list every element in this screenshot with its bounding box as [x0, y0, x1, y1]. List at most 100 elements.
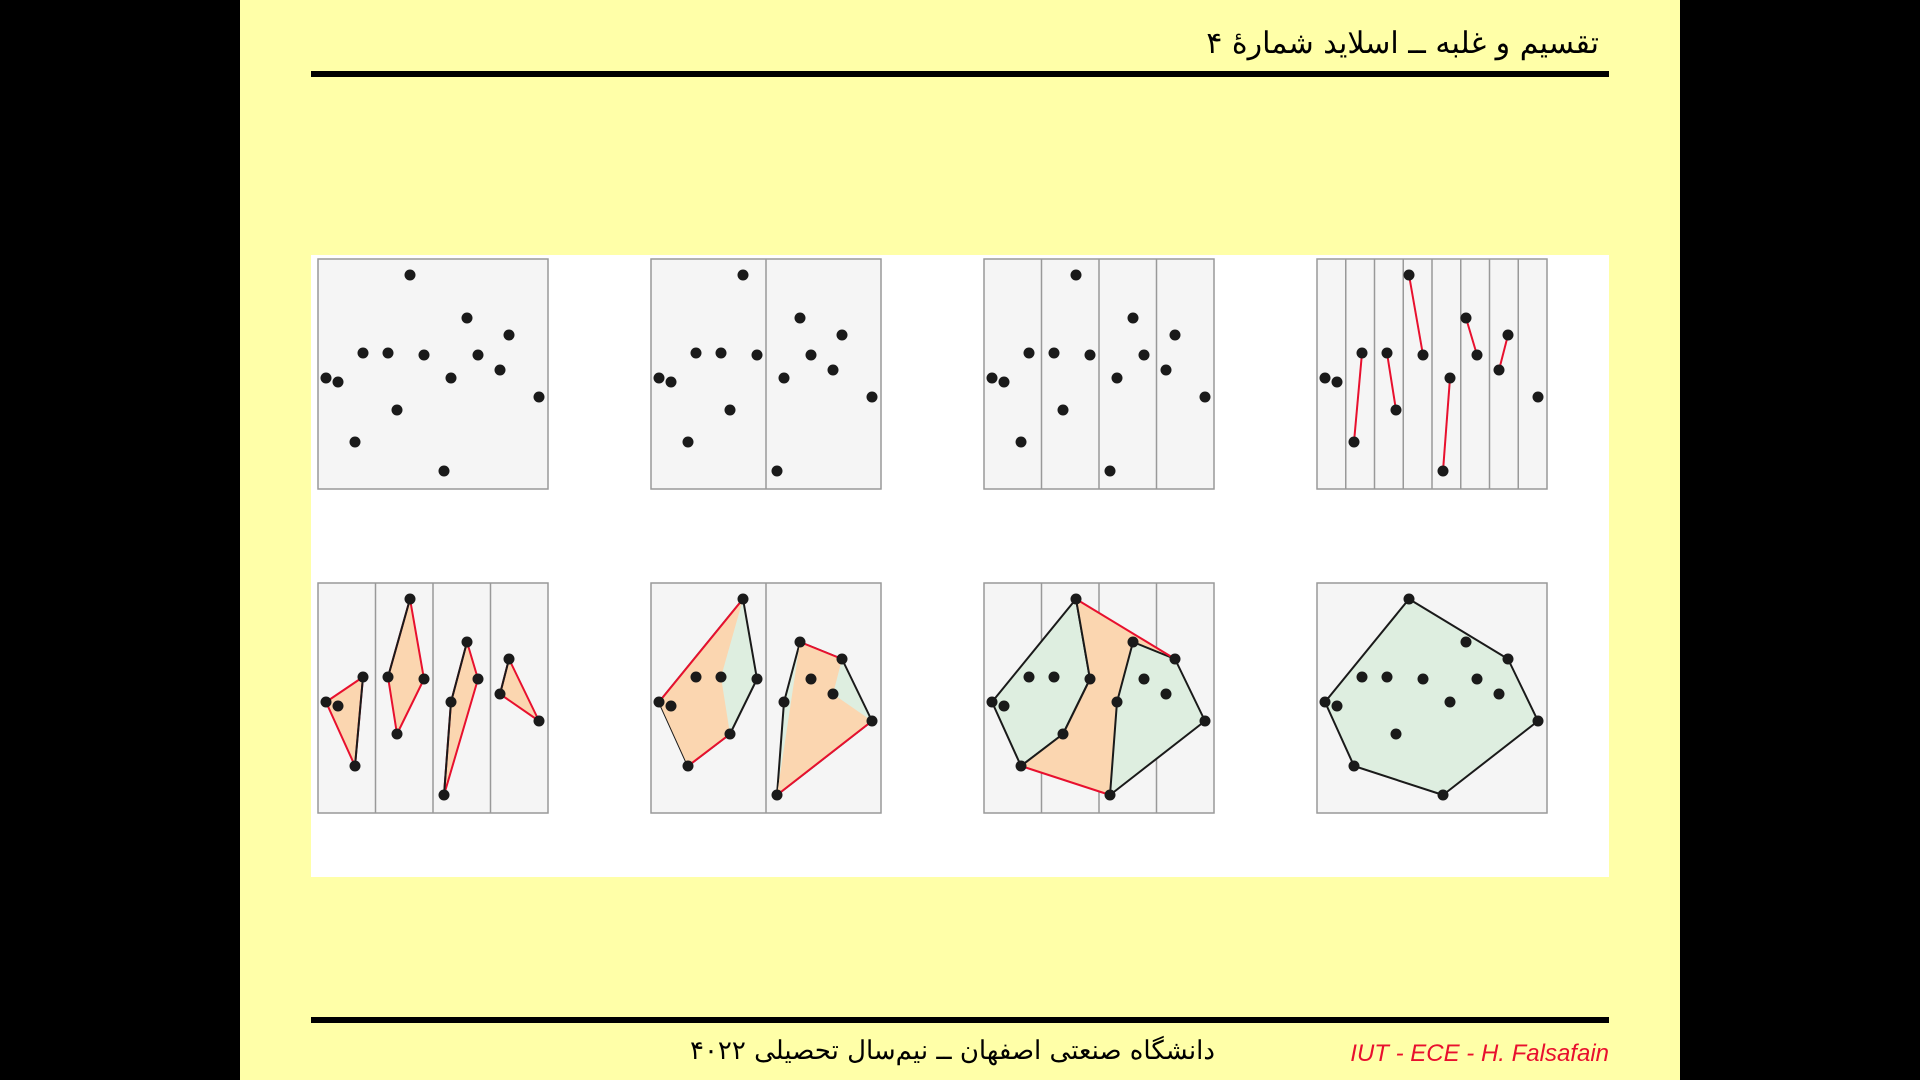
point	[332, 700, 344, 712]
point	[438, 465, 450, 477]
point	[665, 376, 677, 388]
point	[690, 671, 702, 683]
point	[682, 436, 694, 448]
hull-right	[1109, 641, 1206, 796]
figure-canvas	[317, 258, 1548, 814]
point	[690, 347, 702, 359]
point	[1160, 364, 1172, 376]
point	[1444, 696, 1456, 708]
point	[533, 391, 545, 403]
point	[1403, 593, 1415, 605]
point	[533, 715, 545, 727]
point	[1127, 312, 1139, 324]
point	[653, 696, 665, 708]
point	[751, 673, 763, 685]
point	[1023, 347, 1035, 359]
point	[382, 347, 394, 359]
point	[472, 349, 484, 361]
pair-edge	[1408, 274, 1424, 356]
point	[1138, 673, 1150, 685]
point	[1471, 349, 1483, 361]
hull-edge	[499, 658, 510, 695]
slide: تقسیم و غلبه ــ اسلاید شمارۀ ۴ دانشگاه ص…	[240, 0, 1680, 1080]
point	[751, 349, 763, 361]
point	[503, 653, 515, 665]
point	[1057, 404, 1069, 416]
point	[805, 349, 817, 361]
point	[445, 696, 457, 708]
point	[1138, 349, 1150, 361]
hull-edge	[387, 598, 411, 678]
point	[472, 673, 484, 685]
point	[357, 347, 369, 359]
point	[1403, 269, 1415, 281]
pair-edge	[1386, 352, 1397, 411]
point	[320, 696, 332, 708]
point	[1199, 391, 1211, 403]
pair-edge	[1498, 334, 1509, 371]
point	[418, 673, 430, 685]
point	[391, 404, 403, 416]
point	[1417, 673, 1429, 685]
point	[1356, 347, 1368, 359]
point	[715, 671, 727, 683]
point	[332, 376, 344, 388]
point	[1015, 760, 1027, 772]
point	[771, 789, 783, 801]
point	[805, 673, 817, 685]
hull-edge	[1075, 598, 1091, 680]
point	[1111, 696, 1123, 708]
point	[866, 391, 878, 403]
point	[382, 671, 394, 683]
point	[391, 728, 403, 740]
point	[445, 372, 457, 384]
point	[494, 364, 506, 376]
point	[404, 593, 416, 605]
point	[665, 700, 677, 712]
point	[503, 329, 515, 341]
point	[737, 593, 749, 605]
merge-edge	[658, 598, 744, 703]
point	[1444, 372, 1456, 384]
point	[724, 728, 736, 740]
footer-text: دانشگاه صنعتی اصفهان ــ نیم‌سال تحصیلی ۴…	[690, 1036, 1215, 1066]
point	[1169, 653, 1181, 665]
point	[1460, 312, 1472, 324]
point	[827, 688, 839, 700]
point	[715, 347, 727, 359]
point	[1070, 593, 1082, 605]
point	[836, 329, 848, 341]
point	[1169, 329, 1181, 341]
point	[1390, 728, 1402, 740]
pair-edge	[1465, 317, 1478, 356]
point	[1331, 376, 1343, 388]
point	[1390, 404, 1402, 416]
header-divider	[311, 71, 1609, 77]
hull-edge	[1062, 678, 1091, 735]
point	[836, 653, 848, 665]
point	[320, 372, 332, 384]
point	[1057, 728, 1069, 740]
merge-edge	[799, 641, 843, 660]
merge-edge	[1020, 765, 1111, 796]
point	[1348, 436, 1360, 448]
pair-edge	[1442, 377, 1451, 472]
point	[1417, 349, 1429, 361]
hull-edge	[443, 701, 452, 796]
point	[724, 404, 736, 416]
point	[1070, 269, 1082, 281]
point	[1381, 347, 1393, 359]
point	[1348, 760, 1360, 772]
merge-region	[659, 599, 743, 766]
point	[778, 696, 790, 708]
point	[1084, 673, 1096, 685]
point	[349, 760, 361, 772]
point	[404, 269, 416, 281]
footer-credit: IUT - ECE - H. Falsafain	[1350, 1040, 1609, 1067]
point	[1084, 349, 1096, 361]
point	[1502, 653, 1514, 665]
point	[986, 372, 998, 384]
point	[1532, 391, 1544, 403]
point	[794, 636, 806, 648]
hull-edge	[450, 641, 468, 703]
